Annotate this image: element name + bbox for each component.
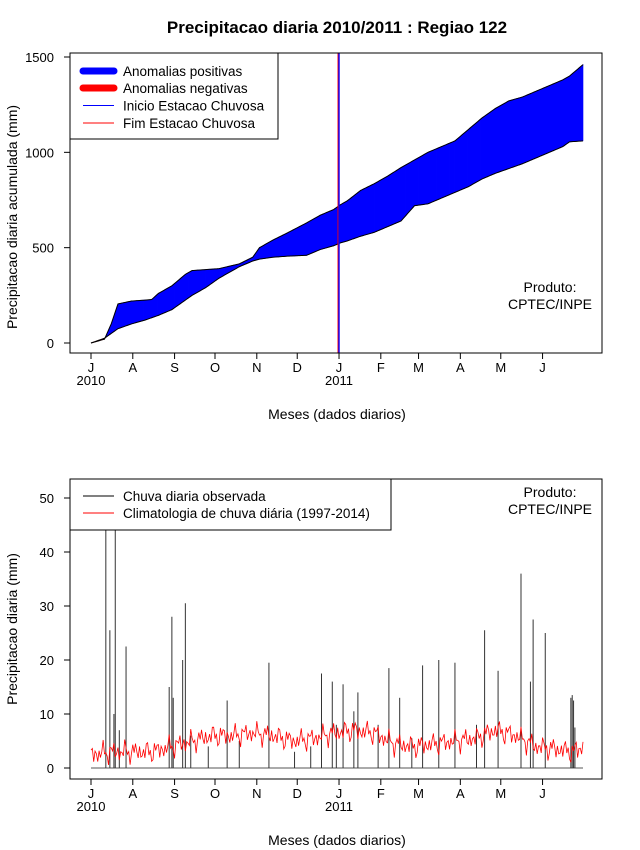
x-tick-label: A xyxy=(128,786,137,801)
bottom-y-axis-label: Precipitacao diaria (mm) xyxy=(4,553,20,705)
top-y-axis-label: Precipitacao diaria acumulada (mm) xyxy=(4,105,20,329)
observed-rain-bars xyxy=(91,479,583,769)
x-tick-label: J xyxy=(88,786,95,801)
legend-label-observed: Chuva diaria observada xyxy=(123,489,266,504)
year-label: 2011 xyxy=(325,799,353,814)
bottom-product-label: Produto: xyxy=(524,484,577,500)
x-tick-label: N xyxy=(252,360,261,375)
top-product-label: Produto: xyxy=(524,279,577,295)
x-tick-label: F xyxy=(377,786,385,801)
anomaly-fill-group xyxy=(90,63,584,344)
legend-label-start: Inicio Estacao Chuvosa xyxy=(123,99,265,114)
y-tick-label: 500 xyxy=(32,241,54,256)
y-tick-label: 30 xyxy=(40,599,54,614)
legend-label-climatology: Climatologia de chuva diária (1997-2014) xyxy=(123,506,370,521)
x-tick-label: M xyxy=(495,360,506,375)
legend-label-negative: Anomalias negativas xyxy=(123,81,248,96)
top-legend: Anomalias positivas Anomalias negativas … xyxy=(69,52,279,140)
year-label: 2010 xyxy=(77,799,106,814)
x-tick-label: S xyxy=(170,786,179,801)
x-tick-label: S xyxy=(170,360,179,375)
y-tick-label: 10 xyxy=(40,707,54,722)
bottom-y-axis: 0 10 20 30 40 50 xyxy=(40,491,70,776)
observed-cumulative-line xyxy=(90,64,584,344)
x-tick-label: J xyxy=(336,786,343,801)
x-tick-label: O xyxy=(210,786,220,801)
bottom-legend-box xyxy=(69,478,392,531)
x-tick-label: M xyxy=(495,786,506,801)
y-tick-label: 40 xyxy=(40,545,54,560)
x-tick-label: A xyxy=(128,360,137,375)
x-tick-label: O xyxy=(210,360,220,375)
x-tick-label: J xyxy=(539,786,546,801)
x-tick-label: A xyxy=(456,360,465,375)
x-tick-label: J xyxy=(336,360,343,375)
y-tick-label: 0 xyxy=(47,761,54,776)
x-tick-label: F xyxy=(377,360,385,375)
top-x-axis-label: Meses (dados diarios) xyxy=(268,406,406,422)
climatology-cumulative-line xyxy=(90,140,584,344)
bottom-x-axis-label: Meses (dados diarios) xyxy=(268,832,406,848)
x-tick-label: D xyxy=(293,786,302,801)
climatology-line xyxy=(90,720,584,766)
x-tick-label: A xyxy=(456,786,465,801)
x-tick-label: J xyxy=(539,360,546,375)
legend-label-positive: Anomalias positivas xyxy=(123,64,243,79)
bottom-legend: Chuva diaria observada Climatologia de c… xyxy=(69,478,392,531)
top-panel: Precipitacao diaria 2010/2011 : Regiao 1… xyxy=(4,18,603,422)
top-legend-box xyxy=(69,52,279,140)
bottom-product-source: CPTEC/INPE xyxy=(508,501,592,517)
x-tick-label: M xyxy=(413,360,424,375)
x-tick-label: M xyxy=(413,786,424,801)
rainy-season-marker-group xyxy=(337,53,340,353)
legend-label-end: Fim Estacao Chuvosa xyxy=(123,116,256,131)
anomaly-segment xyxy=(581,63,584,142)
y-tick-label: 1000 xyxy=(25,145,54,160)
year-label: 2010 xyxy=(77,373,106,388)
y-tick-label: 1500 xyxy=(25,50,54,65)
year-label: 2011 xyxy=(325,373,353,388)
top-y-axis: 0 500 1000 1500 xyxy=(25,50,70,351)
x-tick-label: D xyxy=(293,360,302,375)
x-tick-label: N xyxy=(252,786,261,801)
y-tick-label: 50 xyxy=(40,491,54,506)
top-plot-frame xyxy=(69,52,603,354)
x-tick-label: J xyxy=(88,360,95,375)
top-product-source: CPTEC/INPE xyxy=(508,296,592,312)
y-tick-label: 20 xyxy=(40,653,54,668)
y-tick-label: 0 xyxy=(47,336,54,351)
top-chart-title: Precipitacao diaria 2010/2011 : Regiao 1… xyxy=(167,18,507,37)
